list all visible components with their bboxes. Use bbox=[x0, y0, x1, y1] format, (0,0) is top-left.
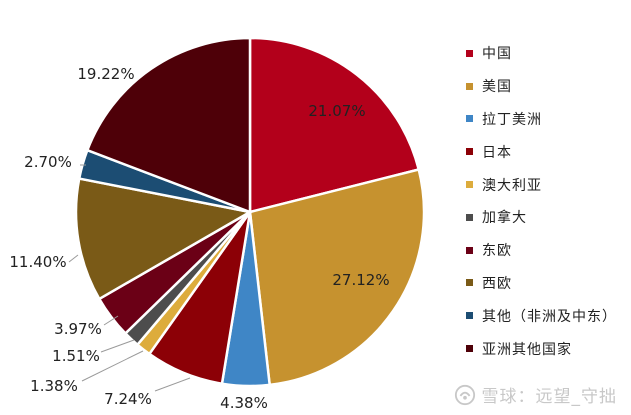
legend-label: 加拿大 bbox=[482, 210, 527, 227]
legend-swatch bbox=[466, 213, 473, 221]
snowball-logo-icon bbox=[454, 384, 475, 405]
pie-slice-1 bbox=[248, 36, 421, 214]
legend-swatch bbox=[466, 279, 473, 287]
legend-label: 其他（非洲及中东） bbox=[482, 308, 617, 325]
legend-swatch bbox=[466, 82, 473, 90]
legend-item: 美国 bbox=[466, 70, 617, 103]
slice-label-3: 4.38% bbox=[220, 394, 268, 412]
legend-item: 西欧 bbox=[466, 267, 617, 300]
slice-label-8: 11.40% bbox=[9, 253, 66, 271]
legend-swatch bbox=[466, 181, 473, 189]
legend-item: 中国 bbox=[466, 37, 617, 70]
legend-item: 东欧 bbox=[466, 234, 617, 267]
legend-label: 澳大利亚 bbox=[482, 177, 542, 194]
leader-line-4 bbox=[154, 377, 191, 392]
leader-line-5 bbox=[81, 350, 144, 382]
leader-line-8 bbox=[68, 254, 79, 263]
legend-swatch bbox=[466, 49, 473, 57]
legend-label: 西欧 bbox=[482, 275, 512, 292]
legend: 中国美国拉丁美洲日本澳大利亚加拿大东欧西欧其他（非洲及中东） 亚洲其他国家 bbox=[466, 37, 617, 365]
slice-label-1: 21.07% bbox=[308, 102, 365, 120]
legend-swatch bbox=[466, 246, 473, 254]
legend-label: 美国 bbox=[482, 79, 512, 96]
legend-label: 拉丁美洲 bbox=[482, 111, 542, 128]
legend-item: 澳大利亚 bbox=[466, 168, 617, 201]
legend-item: 拉丁美洲 bbox=[466, 103, 617, 136]
pie-slice-10 bbox=[85, 36, 252, 214]
slice-label-6: 1.51% bbox=[52, 347, 100, 365]
pie-slice-8 bbox=[74, 177, 254, 301]
watermark-text: 雪球：远望_守拙 bbox=[481, 387, 617, 407]
legend-swatch bbox=[466, 115, 473, 123]
legend-swatch bbox=[466, 148, 473, 156]
legend-label: 中国 bbox=[482, 46, 512, 63]
legend-label: 亚洲其他国家 bbox=[482, 341, 572, 358]
slice-label-4: 7.24% bbox=[104, 390, 152, 408]
legend-swatch bbox=[466, 312, 473, 320]
slice-label-7: 3.97% bbox=[54, 320, 102, 338]
legend-swatch bbox=[466, 345, 473, 353]
slice-label-9: 2.70% bbox=[24, 153, 72, 171]
slice-label-10: 19.22% bbox=[77, 65, 134, 83]
watermark: 雪球：远望_守拙 bbox=[454, 382, 618, 407]
legend-label: 日本 bbox=[482, 144, 512, 161]
pie-slice-2 bbox=[248, 167, 426, 387]
legend-item: 日本 bbox=[466, 135, 617, 168]
leader-line-7 bbox=[103, 315, 119, 326]
legend-item: 其他（非洲及中东） bbox=[466, 299, 617, 332]
legend-item: 亚洲其他国家 bbox=[466, 332, 617, 365]
leader-line-6 bbox=[100, 339, 135, 353]
slice-label-5: 1.38% bbox=[30, 377, 78, 395]
slice-label-2: 27.12% bbox=[332, 271, 389, 289]
legend-item: 加拿大 bbox=[466, 201, 617, 234]
legend-label: 东欧 bbox=[482, 243, 512, 260]
